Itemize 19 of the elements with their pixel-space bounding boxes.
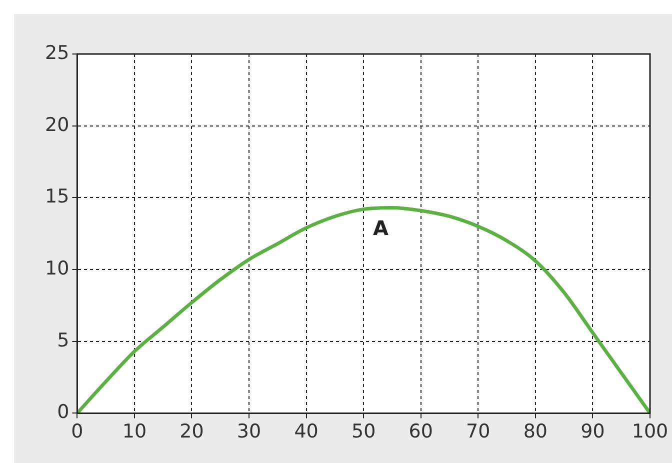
y-tick-label: 0 [57,401,70,424]
line-series [77,206,650,414]
x-tick-label: 40 [294,420,318,443]
x-tick-label: 50 [351,420,376,443]
x-tick-label: 20 [180,420,204,443]
y-tick-label: 10 [44,257,70,280]
y-tick-label: 15 [44,186,70,208]
x-tick-label: 0 [71,420,84,443]
annotation: A [373,216,390,240]
y-tick-label: 5 [57,329,70,352]
x-tick-label: 10 [122,420,147,443]
x-tick-label: 90 [580,420,605,443]
x-tick-label: 60 [408,420,433,443]
x-tick-label: 30 [236,420,262,443]
x-tick-label: 80 [523,420,548,443]
x-tick-label: 70 [466,420,490,443]
y-tick-label: 25 [44,42,70,64]
y-tick-label: 20 [44,114,70,136]
x-tick-label: 100 [632,420,668,443]
